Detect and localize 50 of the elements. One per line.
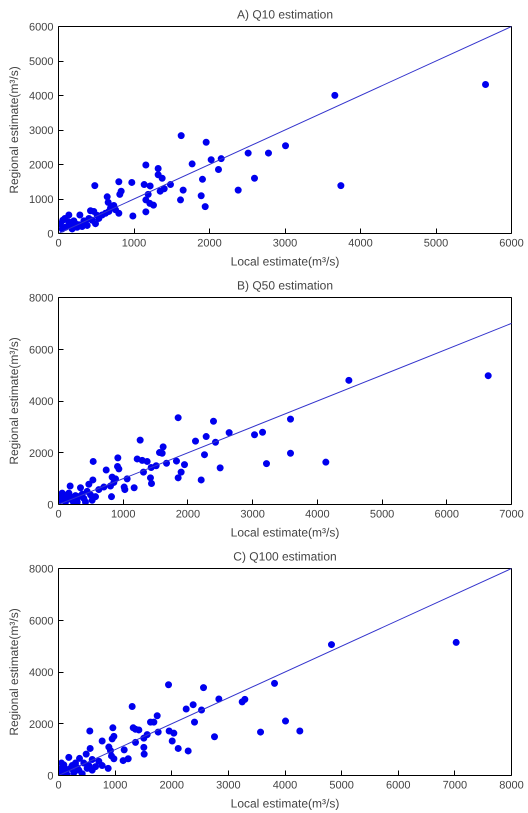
x-tick-label: 2000 (176, 508, 200, 520)
x-tick-label: 1000 (102, 780, 128, 792)
x-tick-label: 7000 (499, 508, 524, 520)
y-tick-label: 6000 (29, 615, 54, 628)
x-tick-label: 7000 (442, 780, 468, 792)
x-tick-label: 2000 (197, 238, 222, 250)
x-axis-title: Local estimate(m³/s) (230, 796, 340, 810)
y-tick-label: 4000 (29, 667, 54, 679)
y-axis-title: Regional estimate(m³/s) (7, 66, 22, 194)
x-tick-label: 0 (55, 508, 62, 520)
x-tick-label: 5000 (424, 238, 448, 250)
y-tick-label: 0 (47, 228, 54, 240)
x-tick-label: 5000 (329, 780, 354, 792)
y-tick-label: 5000 (29, 56, 54, 68)
x-tick-label: 1000 (110, 508, 136, 520)
y-tick-label: 0 (47, 500, 54, 512)
y-tick-label: 4000 (29, 90, 54, 102)
x-tick-label: 5000 (370, 508, 394, 520)
x-axis-title: Local estimate(m³/s) (230, 254, 340, 268)
y-tick-label: 8000 (29, 292, 54, 304)
x-tick-label: 3000 (240, 508, 265, 520)
chart-title: C) Q100 estimation (233, 550, 337, 564)
x-tick-label: 4000 (305, 508, 330, 520)
x-tick-label: 3000 (216, 780, 241, 792)
y-tick-label: 2000 (29, 160, 54, 172)
y-tick-label: 1000 (29, 194, 54, 206)
x-tick-label: 0 (55, 780, 62, 792)
x-tick-label: 4000 (348, 238, 373, 250)
x-tick-label: 8000 (499, 780, 524, 792)
y-tick-label: 3000 (29, 125, 54, 137)
x-tick-label: 0 (55, 238, 62, 250)
y-tick-label: 6000 (29, 22, 54, 34)
y-tick-label: 2000 (29, 718, 54, 731)
y-tick-label: 6000 (29, 344, 54, 356)
y-tick-label: 4000 (29, 396, 54, 408)
y-tick-label: 2000 (29, 448, 54, 460)
y-axis-title: Regional estimate(m³/s) (7, 337, 22, 465)
x-tick-label: 4000 (272, 780, 298, 792)
chart-title: B) Q50 estimation (236, 278, 334, 292)
x-axis-title: Local estimate(m³/s) (230, 526, 340, 540)
y-axis-title: Regional estimate(m³/s) (7, 608, 22, 736)
x-tick-label: 6000 (386, 780, 410, 792)
x-tick-label: 6000 (434, 508, 460, 520)
y-tick-label: 0 (47, 770, 54, 782)
y-tick-label: 8000 (29, 564, 54, 576)
x-tick-label: 2000 (160, 780, 184, 792)
x-tick-label: 1000 (122, 238, 146, 250)
x-tick-label: 6000 (499, 238, 524, 250)
x-tick-label: 3000 (272, 238, 298, 250)
chart-title: A) Q10 estimation (236, 8, 334, 22)
